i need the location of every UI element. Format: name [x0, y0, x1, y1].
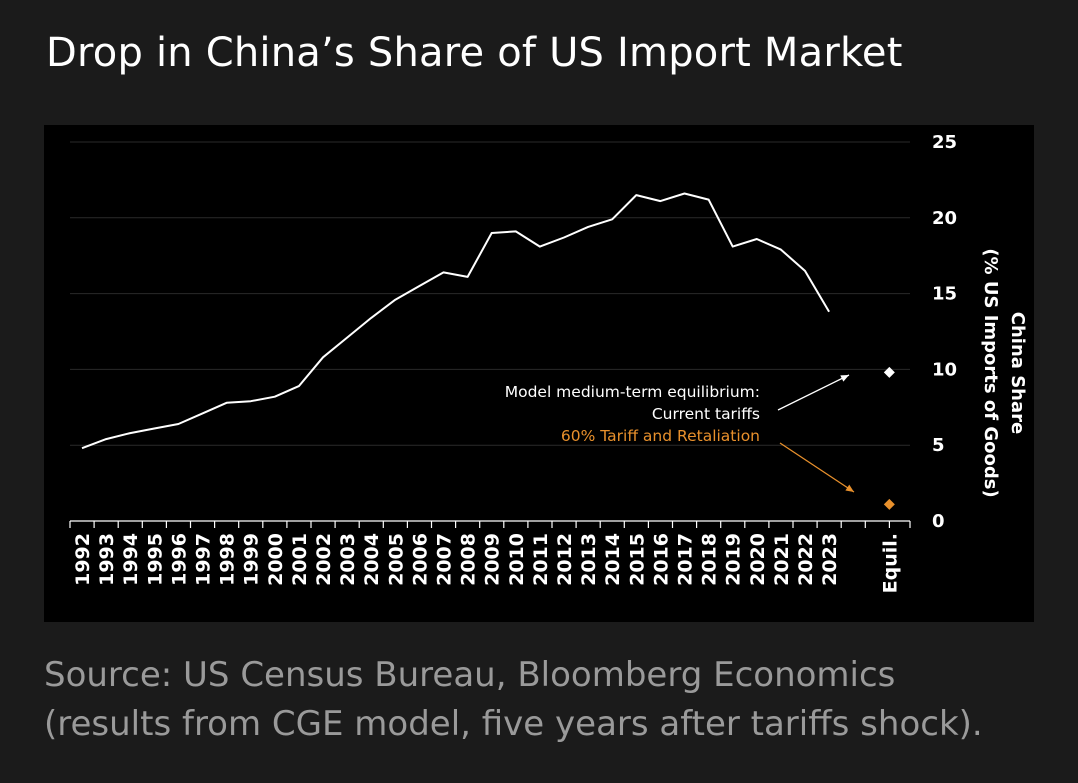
x-tick-label: 2010 — [506, 533, 528, 586]
x-tick-label: 1998 — [217, 533, 239, 586]
x-tick-label: 2020 — [747, 533, 769, 586]
x-tick-label: 1997 — [193, 533, 215, 586]
y-axis-label-unit: (% US Imports of Goods) — [980, 248, 1001, 497]
x-tick-label: 2000 — [265, 533, 287, 586]
chart-panel: 1992 1993 1994 1995 1996 1997 1998 1999 2000 2001… — [44, 125, 1034, 622]
y-tick-label: 10 — [932, 359, 957, 380]
x-tick-label: 1996 — [168, 533, 190, 586]
x-tick-label: 2019 — [723, 533, 745, 586]
arrow-retaliation — [779, 442, 855, 493]
x-tick-label: 2007 — [434, 533, 456, 586]
x-tick-label: 1999 — [241, 533, 263, 586]
x-tick-label: 2004 — [361, 533, 383, 586]
x-tick-label: 2006 — [409, 533, 431, 586]
gridlines — [70, 141, 910, 446]
page-title: Drop in China’s Share of US Import Marke… — [46, 30, 903, 76]
equilibrium-marker-current — [883, 366, 895, 378]
source-line-2: (results from CGE model, five years afte… — [44, 704, 983, 744]
x-tick-label: 2002 — [313, 533, 335, 586]
series-layer — [81, 192, 830, 450]
y-axis: 0 5 10 15 20 25 — [932, 132, 957, 532]
y-tick-label: 20 — [932, 208, 957, 229]
x-tick-label: 2013 — [578, 533, 600, 586]
x-tick-label: 2009 — [482, 533, 504, 586]
y-tick-label: 5 — [932, 435, 945, 456]
x-tick-label: 2003 — [337, 533, 359, 586]
annotation-current-tariffs: Current tariffs — [652, 405, 760, 423]
x-tick-label: 2001 — [289, 533, 311, 586]
x-tick-label: 2022 — [795, 533, 817, 586]
x-tick-label: 2017 — [675, 533, 697, 586]
arrow-current-tariffs — [777, 374, 850, 411]
x-tick-label: 2015 — [626, 533, 648, 586]
x-tick-label: 2005 — [385, 533, 407, 586]
y-axis-label: China Share — [1007, 312, 1028, 434]
x-tick-label: 2018 — [699, 533, 721, 586]
series-line-china-share — [81, 192, 830, 450]
source-line-1: Source: US Census Bureau, Bloomberg Econ… — [44, 655, 896, 695]
x-tick-label: 2012 — [554, 533, 576, 586]
x-tick-label: 1994 — [120, 533, 142, 586]
x-tick-label: 2011 — [530, 533, 552, 586]
source-note: Source: US Census Bureau, Bloomberg Econ… — [44, 651, 1054, 749]
y-tick-label: 0 — [932, 511, 945, 532]
arrow-retaliation-head — [845, 484, 854, 492]
arrow-current-tariffs-head — [840, 375, 849, 382]
x-tick-label: 2008 — [458, 533, 480, 586]
x-tick-label: 2014 — [602, 533, 624, 586]
x-tick-label: 1995 — [144, 533, 166, 586]
line-chart: 1992 1993 1994 1995 1996 1997 1998 1999 2000 2001… — [69, 132, 1028, 593]
y-tick-label: 15 — [932, 284, 957, 305]
annotation-layer: Model medium-term equilibrium: Current ta… — [505, 366, 895, 510]
x-tick-label: 2016 — [650, 533, 672, 586]
x-tick-label: 2023 — [819, 533, 841, 586]
x-tick-label: 2021 — [771, 533, 793, 586]
x-tick-label: 1993 — [96, 533, 118, 586]
x-axis: 1992 1993 1994 1995 1996 1997 1998 1999 2000 2001… — [69, 520, 911, 593]
x-tick-label-equil: Equil. — [879, 533, 901, 593]
y-tick-label: 25 — [932, 132, 957, 153]
annotation-title: Model medium-term equilibrium: — [505, 383, 760, 401]
annotation-retaliation: 60% Tariff and Retaliation — [561, 427, 760, 445]
x-tick-label: 1992 — [72, 533, 94, 586]
equilibrium-marker-retaliation — [883, 498, 895, 510]
